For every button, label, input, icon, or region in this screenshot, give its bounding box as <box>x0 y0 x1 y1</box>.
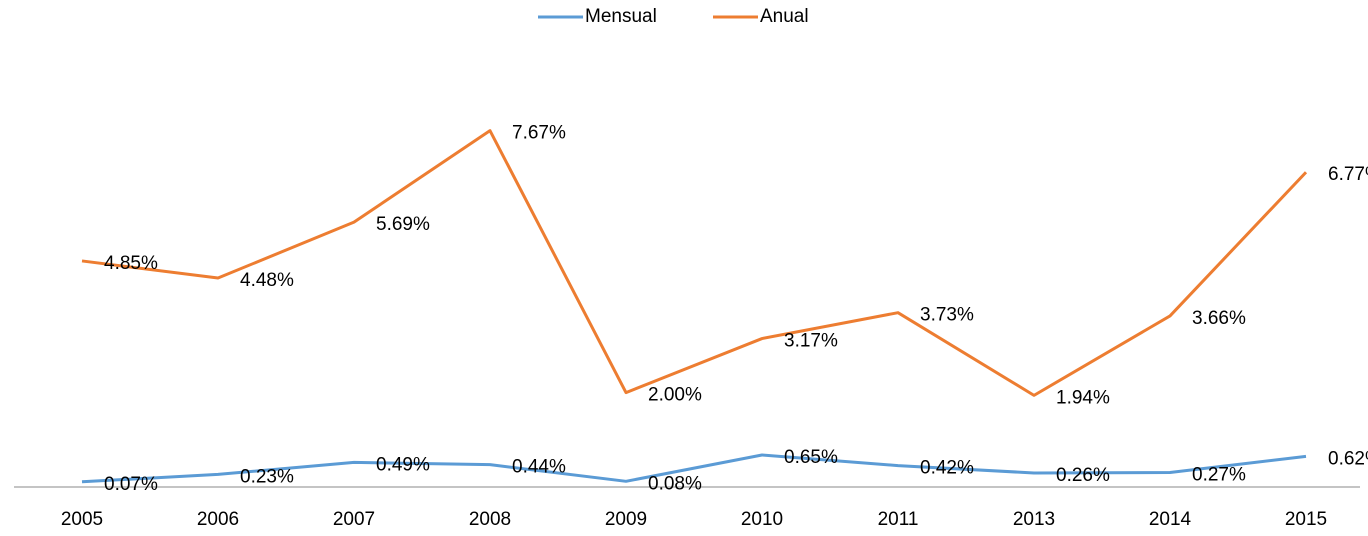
x-tick-label: 2008 <box>469 509 511 530</box>
data-label: 0.44% <box>512 457 566 478</box>
data-label: 0.08% <box>648 473 702 494</box>
data-label: 0.23% <box>240 466 294 487</box>
x-tick-label: 2015 <box>1285 509 1327 530</box>
data-label: 0.42% <box>920 458 974 479</box>
x-tick-label: 2007 <box>333 509 375 530</box>
data-label: 4.48% <box>240 270 294 291</box>
data-label: 0.27% <box>1192 465 1246 486</box>
data-label: 3.17% <box>784 331 838 352</box>
x-tick-label: 2009 <box>605 509 647 530</box>
data-label: 7.67% <box>512 123 566 144</box>
data-label: 0.49% <box>376 454 430 475</box>
x-tick-label: 2005 <box>61 509 103 530</box>
data-label: 1.94% <box>1056 387 1110 408</box>
data-label: 3.73% <box>920 305 974 326</box>
data-label: 4.85% <box>104 253 158 274</box>
legend-label: Mensual <box>585 6 657 27</box>
data-label: 6.77% <box>1328 164 1368 185</box>
data-label: 0.26% <box>1056 465 1110 486</box>
data-label: 2.00% <box>648 385 702 406</box>
x-tick-label: 2013 <box>1013 509 1055 530</box>
data-label: 0.07% <box>104 474 158 495</box>
data-label: 3.66% <box>1192 308 1246 329</box>
x-tick-label: 2011 <box>878 509 919 530</box>
x-tick-label: 2006 <box>197 509 239 530</box>
x-tick-label: 2014 <box>1149 509 1192 530</box>
x-tick-label: 2010 <box>741 509 783 530</box>
series-line <box>81 453 1307 484</box>
data-label: 0.62% <box>1328 448 1368 469</box>
data-label: 0.65% <box>784 447 838 468</box>
series-line <box>81 129 1308 397</box>
data-label: 5.69% <box>376 214 430 235</box>
legend-label: Anual <box>760 6 809 27</box>
